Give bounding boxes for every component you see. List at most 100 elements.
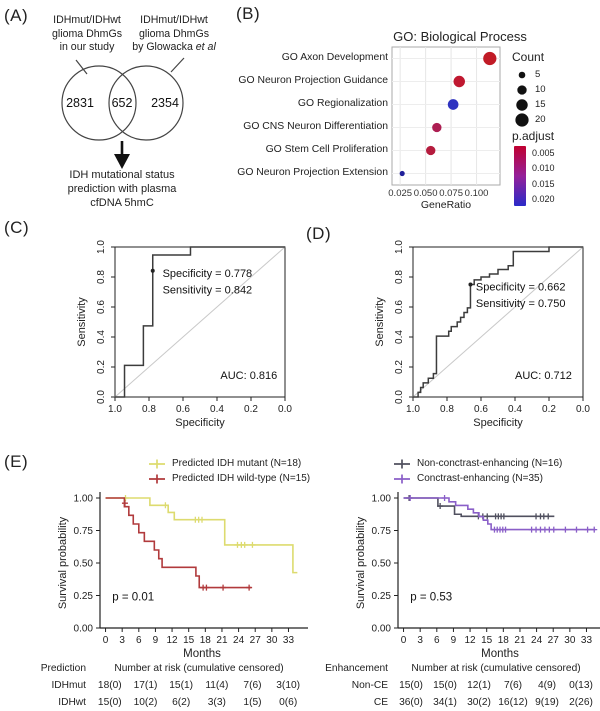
x-tick-label: 1.0 — [406, 404, 420, 415]
censor-mark — [484, 513, 491, 520]
x-tick-label: 0 — [401, 635, 407, 646]
go-data-point — [426, 145, 436, 156]
risk-table-row-header: Enhancement — [325, 662, 388, 674]
km-survival-curve — [105, 497, 252, 589]
go-plot-title: GO: Biological Process — [393, 29, 527, 44]
risk-cell: 12(1) — [467, 679, 491, 691]
plot-frame — [412, 246, 584, 398]
censor-mark — [199, 516, 205, 523]
y-tick-label: 0.00 — [74, 624, 94, 635]
venn-left-count: 2831 — [66, 96, 94, 110]
x-tick-label: 6 — [136, 635, 142, 646]
go-x-axis-label: GeneRatio — [420, 199, 472, 211]
venn-left-connector — [75, 59, 88, 75]
risk-cell: 7(6) — [503, 679, 523, 691]
venn-left-label-line: glioma DhmGs — [51, 27, 123, 40]
padjust-colorbar: 0.005 0.010 0.015 0.020 — [514, 146, 555, 206]
km-legend-label: Predicted IDH wild-type (N=15) — [172, 473, 311, 484]
risk-cell: 0(13) — [569, 679, 593, 691]
x-tick-label: 0.6 — [176, 404, 190, 415]
censor-mark — [121, 500, 128, 507]
y-tick-label: 0.4 — [96, 330, 107, 344]
km-legend-label: Non-conctrast-enhancing (N=16) — [417, 458, 563, 469]
count-dot-icon — [518, 71, 526, 78]
km-legend-label: Predicted IDH mutant (N=18) — [172, 458, 302, 469]
y-tick-label: 1.00 — [74, 494, 94, 505]
x-tick-label: 30 — [266, 635, 278, 646]
padjust-gradient-bar — [514, 146, 526, 206]
y-tick-label: 1.0 — [394, 240, 405, 254]
risk-cell: 34(1) — [433, 696, 457, 708]
risk-row-label: Non-CE — [351, 679, 388, 691]
venn-caption-line: IDH mutational status — [69, 169, 175, 181]
x-tick-label: 3 — [417, 635, 423, 646]
risk-table-col-header: Number at risk (cumulative censored) — [411, 662, 581, 674]
padjust-tick-label: 0.010 — [532, 163, 555, 174]
annotation: Sensitivity = 0.750 — [476, 298, 566, 310]
count-legend-items: 5 10 15 20 — [514, 67, 546, 127]
y-tick-label: 0.50 — [372, 559, 392, 570]
y-tick-label: 0.4 — [394, 330, 405, 344]
y-tick-label: 0.50 — [74, 559, 94, 570]
x-tick-label: 0.8 — [142, 404, 156, 415]
x-axis-label: Months — [481, 648, 519, 660]
count-dot-icon — [515, 112, 529, 127]
x-tick-label: 21 — [216, 635, 228, 646]
risk-cell: 1(5) — [243, 696, 262, 708]
go-data-point — [399, 170, 405, 177]
go-term-label: GO CNS Neuron Differentiation — [243, 121, 388, 133]
km-legend-item: Predicted IDH mutant (N=18) — [148, 456, 310, 471]
censor-mark — [437, 503, 444, 510]
risk-cell: 6(2) — [172, 696, 191, 708]
go-term-label: GO Stem Cell Proliferation — [265, 144, 388, 156]
censor-mark — [550, 526, 557, 533]
x-tick-label: 18 — [498, 635, 510, 646]
padjust-tick-label: 0.005 — [532, 148, 555, 158]
count-legend-value: 20 — [535, 114, 546, 125]
x-tick-label: 24 — [531, 635, 543, 646]
risk-cell: 0(6) — [279, 696, 298, 708]
y-tick-label: 0.75 — [372, 526, 392, 537]
x-tick-label: 9 — [153, 635, 159, 646]
censor-mark — [246, 584, 253, 591]
x-tick-label: 12 — [465, 635, 477, 646]
roc-curve-d: 1.0 0.8 0.6 0.4 0.2 0.0 0.0 0.2 0.4 0.6 0.8 1.0 Spec… — [374, 240, 590, 429]
x-tick-label: 0.0 — [278, 404, 292, 415]
y-tick-label: 0.2 — [96, 360, 107, 374]
x-tick-label: 3 — [119, 635, 125, 646]
venn-caption: IDH mutational status prediction with pl… — [36, 169, 208, 211]
risk-cell: 16(12) — [498, 696, 528, 708]
km-survival-curve — [403, 497, 555, 518]
risk-table-col-header: Number at risk (cumulative censored) — [114, 662, 284, 674]
risk-cell: 10(2) — [133, 696, 158, 708]
x-tick-label: 6 — [434, 635, 440, 646]
y-tick-label: 0.75 — [74, 526, 94, 537]
censor-mark — [441, 495, 448, 501]
risk-cell: 2(26) — [569, 696, 593, 708]
y-tick-label: 1.00 — [372, 494, 392, 505]
risk-row-label: IDHmut — [51, 679, 86, 691]
y-axis-label: Survival probability — [57, 516, 69, 609]
count-legend-item: 15 — [514, 97, 546, 112]
venn-right-label: IDHmut/IDHwt glioma DhmGs by Glowacka et… — [118, 14, 230, 55]
go-data-point — [447, 99, 459, 110]
risk-cell: 18(0) — [97, 679, 122, 691]
km-legend-marker-icon — [394, 459, 410, 468]
km-legend-marker-icon — [149, 459, 165, 468]
venn-left-circle — [61, 65, 137, 141]
annotation: AUC: 0.816 — [220, 370, 277, 382]
venn-right-connector — [170, 57, 185, 73]
x-tick-label: 0.0 — [576, 404, 590, 415]
km-legend-marker-icon — [149, 474, 165, 483]
panel-d-label: (D) — [306, 224, 332, 243]
risk-cell: 3(10) — [276, 679, 301, 691]
risk-row-label: CE — [373, 696, 388, 708]
risk-cell: 30(2) — [467, 696, 491, 708]
y-tick-label: 0.6 — [96, 300, 107, 314]
x-tick-label: 0.6 — [474, 404, 488, 415]
censor-mark — [203, 584, 210, 591]
panel-a-label: (A) — [4, 6, 29, 25]
venn-overlap-count: 652 — [112, 96, 133, 110]
chance-diagonal — [114, 246, 286, 398]
y-tick-label: 1.0 — [96, 240, 107, 254]
